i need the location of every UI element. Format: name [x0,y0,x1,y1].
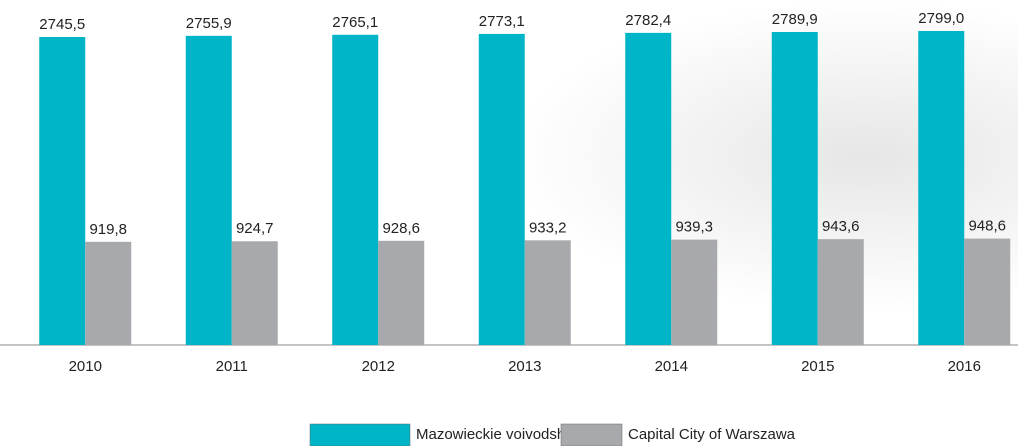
value-label: 948,6 [968,218,1006,235]
legend-label: Capital City of Warszawa [628,426,796,443]
bar [625,32,672,345]
x-tick-label: 2012 [362,358,395,375]
value-label: 933,2 [529,219,567,236]
x-tick-label: 2016 [948,358,981,375]
bar [332,34,379,345]
bar [817,239,864,345]
bar [231,241,278,345]
value-label: 2745,5 [39,16,85,33]
x-tick-label: 2015 [801,358,834,375]
bar [524,240,571,345]
bar [478,33,525,345]
legend-label: Mazowieckie voivodship [416,426,577,443]
value-label: 2755,9 [186,15,232,32]
x-tick-label: 2013 [508,358,541,375]
x-tick-label: 2010 [69,358,102,375]
legend-swatch [309,423,411,446]
bar [185,35,232,345]
value-label: 919,8 [89,221,127,238]
bar [39,37,86,346]
value-label: 928,6 [382,220,420,237]
bar [771,32,818,345]
value-label: 2773,1 [479,13,525,30]
value-label: 2765,1 [332,14,378,31]
x-tick-label: 2014 [655,358,688,375]
bar [964,238,1011,345]
value-label: 2782,4 [625,12,671,29]
bar [918,31,965,345]
bar [85,241,132,345]
legend-swatch [560,423,623,446]
value-label: 924,7 [236,220,274,237]
bar [671,239,718,345]
value-label: 2799,0 [918,10,964,27]
x-tick-label: 2011 [216,358,248,375]
value-label: 939,3 [675,219,713,236]
bar [378,240,425,345]
value-label: 2789,9 [772,11,818,28]
value-label: 943,6 [822,218,860,235]
